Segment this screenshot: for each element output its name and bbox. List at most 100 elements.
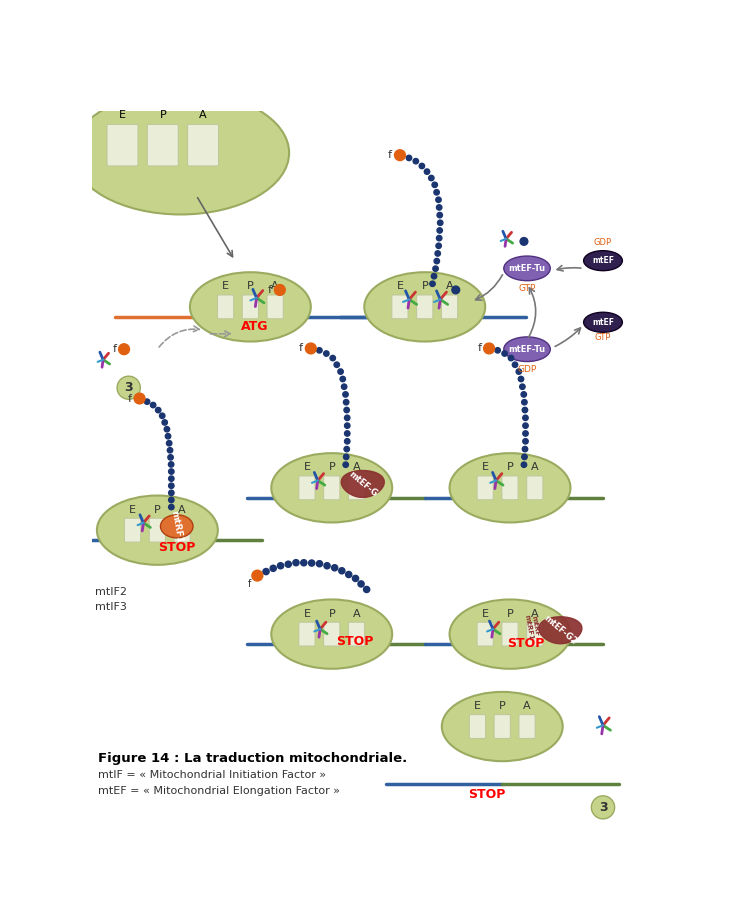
Circle shape [155, 407, 161, 413]
Ellipse shape [449, 453, 570, 522]
Text: A: A [531, 609, 539, 619]
Circle shape [285, 561, 291, 567]
Circle shape [324, 563, 330, 569]
Text: STOP: STOP [336, 635, 374, 648]
Circle shape [117, 376, 141, 400]
Circle shape [437, 213, 442, 217]
FancyBboxPatch shape [392, 295, 408, 319]
Circle shape [344, 407, 349, 413]
Text: E: E [397, 282, 403, 291]
Text: f: f [299, 344, 303, 354]
Text: A: A [179, 505, 186, 515]
Text: STOP: STOP [158, 541, 195, 554]
Text: P: P [160, 110, 166, 120]
Circle shape [352, 576, 359, 581]
Text: GTP: GTP [518, 284, 536, 293]
Text: A: A [353, 462, 360, 472]
Circle shape [343, 391, 348, 397]
Circle shape [168, 490, 174, 495]
Text: A: A [523, 701, 531, 711]
FancyBboxPatch shape [526, 623, 543, 646]
Text: A: A [446, 282, 453, 291]
Circle shape [168, 469, 174, 474]
FancyBboxPatch shape [107, 124, 138, 166]
Circle shape [168, 461, 173, 467]
Text: GDP: GDP [518, 365, 537, 374]
Text: P: P [507, 462, 513, 472]
Circle shape [431, 274, 437, 279]
Circle shape [358, 581, 364, 587]
Circle shape [343, 454, 349, 460]
Text: mtEF: mtEF [592, 256, 614, 265]
Circle shape [345, 423, 350, 428]
FancyBboxPatch shape [519, 715, 535, 739]
Text: E: E [474, 701, 481, 711]
Circle shape [316, 561, 323, 566]
Circle shape [332, 565, 337, 571]
Circle shape [168, 483, 174, 488]
Circle shape [345, 415, 350, 421]
Text: STOP: STOP [468, 787, 505, 800]
Circle shape [508, 356, 514, 361]
Text: mtEF-Tu: mtEF-Tu [509, 344, 545, 354]
Text: ATG: ATG [241, 320, 268, 332]
Text: STOP: STOP [507, 636, 544, 650]
FancyBboxPatch shape [526, 476, 543, 500]
Circle shape [166, 440, 172, 446]
Circle shape [346, 571, 352, 577]
Circle shape [522, 400, 527, 405]
Text: E: E [304, 609, 310, 619]
Circle shape [522, 407, 528, 413]
Text: f: f [248, 579, 251, 589]
Text: GDP: GDP [594, 239, 612, 248]
Text: mtIF = « Mitochondrial Initiation Factor »: mtIF = « Mitochondrial Initiation Factor… [97, 770, 326, 780]
Circle shape [523, 415, 529, 421]
FancyBboxPatch shape [149, 519, 165, 542]
Text: mtIF2: mtIF2 [95, 587, 127, 597]
FancyBboxPatch shape [267, 295, 283, 319]
Text: mtEF-G2: mtEF-G2 [542, 614, 578, 647]
Circle shape [270, 565, 276, 571]
Ellipse shape [272, 453, 392, 522]
Circle shape [413, 158, 419, 164]
Ellipse shape [583, 251, 622, 271]
Text: f: f [128, 393, 132, 403]
Ellipse shape [97, 495, 218, 565]
Circle shape [339, 567, 345, 574]
Circle shape [436, 243, 441, 249]
Text: P: P [499, 701, 506, 711]
FancyBboxPatch shape [147, 124, 179, 166]
Circle shape [523, 438, 529, 444]
Circle shape [518, 377, 523, 381]
Text: P: P [329, 609, 335, 619]
FancyBboxPatch shape [494, 715, 510, 739]
Circle shape [399, 153, 404, 158]
Circle shape [434, 190, 439, 195]
Circle shape [522, 454, 527, 460]
Circle shape [293, 560, 299, 565]
FancyBboxPatch shape [242, 295, 258, 319]
Ellipse shape [190, 273, 311, 342]
Circle shape [277, 563, 284, 569]
Ellipse shape [504, 256, 550, 281]
Circle shape [160, 414, 165, 418]
Ellipse shape [442, 692, 563, 761]
Text: 3: 3 [124, 381, 133, 394]
FancyBboxPatch shape [124, 519, 141, 542]
FancyBboxPatch shape [477, 476, 493, 500]
FancyBboxPatch shape [174, 519, 190, 542]
Text: E: E [129, 505, 136, 515]
Circle shape [119, 344, 130, 355]
Circle shape [523, 423, 529, 428]
FancyBboxPatch shape [187, 124, 219, 166]
Circle shape [521, 462, 526, 468]
Text: mtEF = « Mitochondrial Elongation Factor »: mtEF = « Mitochondrial Elongation Factor… [97, 787, 340, 796]
Circle shape [438, 220, 443, 226]
Circle shape [344, 447, 349, 452]
Text: mtEF-Tu: mtEF-Tu [509, 264, 545, 273]
Circle shape [436, 204, 442, 210]
Text: f: f [268, 285, 272, 295]
Circle shape [512, 362, 518, 367]
FancyBboxPatch shape [441, 295, 458, 319]
FancyBboxPatch shape [502, 476, 518, 500]
